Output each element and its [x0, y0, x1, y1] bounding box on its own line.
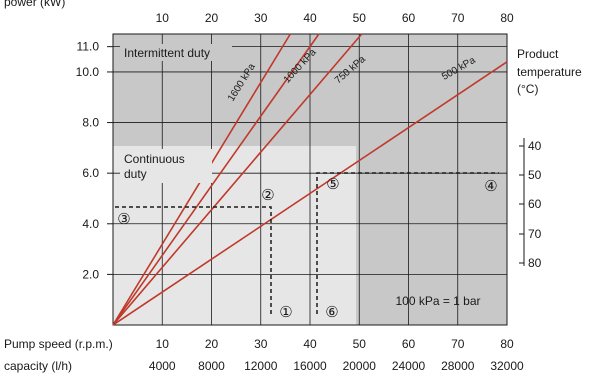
right-tick-label-5: 80 [528, 256, 542, 270]
top-axis-ticks: 10 20 30 40 50 60 70 80 [156, 11, 514, 25]
intermittent-duty-label: Intermittent duty [124, 46, 210, 60]
guide-example-2 [316, 172, 499, 314]
right-axis-title-3: (°C) [517, 82, 538, 96]
marker-2: ② [261, 187, 274, 204]
speed-tick-label-4: 40 [303, 337, 317, 351]
continuous-duty-label-2: duty [124, 167, 147, 181]
right-tick-label-4: 70 [528, 227, 542, 241]
right-axis-title-1: Product [517, 47, 559, 61]
marker-4: ④ [484, 178, 497, 195]
marker-3: ③ [117, 211, 130, 228]
top-tick-label-7: 70 [451, 11, 465, 25]
top-tick-label-8: 80 [500, 11, 514, 25]
speed-tick-label-8: 80 [500, 337, 514, 351]
y-axis-ticks: 2.0 4.0 6.0 8.0 10.0 11.0 [76, 40, 113, 281]
y-tick-label-6: 11.0 [77, 40, 100, 54]
curve-500-kpa [112, 61, 508, 326]
bottom-axis-ticks: 10 4000 20 8000 30 12000 40 16000 50 20000 60 24000… [149, 337, 524, 373]
speed-tick-label-7: 70 [451, 337, 465, 351]
speed-tick-label-1: 10 [156, 337, 170, 351]
right-axis-ticks: 40 50 60 70 80 [519, 139, 542, 270]
marker-1: ① [279, 304, 292, 321]
capacity-tick-label-6: 24000 [392, 359, 426, 373]
speed-tick-label-5: 50 [353, 337, 367, 351]
right-axis-title-2: temperature [517, 65, 582, 79]
marker-5: ⑤ [326, 176, 339, 193]
speed-tick-label-3: 30 [254, 337, 268, 351]
y-tick-label-2: 4.0 [82, 217, 99, 231]
example-guides [113, 172, 499, 314]
y-tick-label-1: 2.0 [82, 267, 99, 281]
top-tick-label-3: 30 [254, 11, 268, 25]
speed-tick-label-2: 20 [205, 337, 219, 351]
pump-speed-label: Pump speed (r.p.m.) [4, 337, 113, 351]
plot-frame [112, 33, 508, 326]
intermittent-label-bg [120, 44, 232, 61]
capacity-tick-label-1: 4000 [149, 359, 176, 373]
curve-1000-kpa [112, 33, 320, 326]
y-tick-label-3: 6.0 [82, 166, 99, 180]
capacity-tick-label-7: 28000 [441, 359, 475, 373]
speed-tick-label-6: 60 [402, 337, 416, 351]
capacity-tick-label-4: 16000 [293, 359, 327, 373]
y-axis-title: power (kW) [4, 0, 65, 9]
pressure-note: 100 kPa = 1 bar [395, 294, 480, 308]
top-tick-label-1: 10 [156, 11, 170, 25]
continuous-label-bg [120, 149, 212, 183]
right-tick-label-2: 50 [528, 168, 542, 182]
capacity-tick-label-3: 12000 [244, 359, 278, 373]
right-tick-label-1: 40 [528, 139, 542, 153]
capacity-tick-label-5: 20000 [343, 359, 377, 373]
top-tick-label-2: 20 [205, 11, 219, 25]
top-tick-label-6: 60 [402, 11, 416, 25]
y-tick-label-4: 8.0 [82, 116, 99, 130]
right-tick-label-3: 60 [528, 197, 542, 211]
y-tick-label-5: 10.0 [76, 65, 100, 79]
marker-6: ⑥ [325, 304, 338, 321]
top-tick-label-5: 50 [353, 11, 367, 25]
high-temp-region [356, 146, 507, 325]
capacity-tick-label-8: 32000 [490, 359, 524, 373]
capacity-label: capacity (l/h) [4, 359, 72, 373]
guide-example-1 [113, 206, 272, 314]
continuous-duty-label-1: Continuous [124, 152, 185, 166]
top-tick-label-4: 40 [303, 11, 317, 25]
capacity-tick-label-2: 8000 [198, 359, 225, 373]
curve-750-kpa [112, 33, 363, 326]
